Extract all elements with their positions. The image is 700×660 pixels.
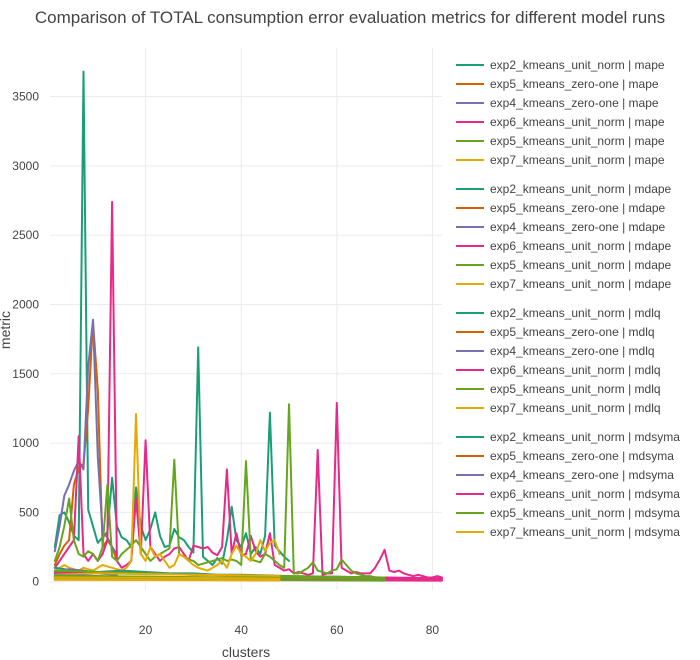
series-line <box>53 403 386 579</box>
legend-entry[interactable]: exp4_kmeans_zero-one | mape <box>490 96 659 110</box>
legend-entry[interactable]: exp5_kmeans_unit_norm | mdape <box>490 258 672 272</box>
series-line <box>53 576 281 580</box>
legend-entry[interactable]: exp5_kmeans_unit_norm | mape <box>490 134 665 148</box>
x-tick-label: 20 <box>139 623 153 637</box>
legend-entry[interactable]: exp4_kmeans_zero-one | mdape <box>490 220 666 234</box>
legend-entry[interactable]: exp4_kmeans_zero-one | mdsyma <box>490 468 674 482</box>
x-tick-label: 80 <box>426 623 440 637</box>
legend-entry[interactable]: exp4_kmeans_zero-one | mdlq <box>490 344 655 358</box>
legend: exp2_kmeans_unit_norm | mape exp5_kmeans_… <box>456 58 680 539</box>
x-tick-label: 40 <box>235 623 249 637</box>
y-tick-label: 1500 <box>12 367 39 381</box>
y-tick-label: 0 <box>32 575 39 589</box>
legend-entry[interactable]: exp5_kmeans_zero-one | mape <box>490 77 659 91</box>
x-axis-title: clusters <box>222 644 270 660</box>
legend-entry[interactable]: exp2_kmeans_unit_norm | mdape <box>490 182 672 196</box>
x-tick-labels: 20 40 60 80 <box>139 623 440 637</box>
legend-entry[interactable]: exp7_kmeans_unit_norm | mape <box>490 153 665 167</box>
legend-entry[interactable]: exp5_kmeans_zero-one | mdape <box>490 201 666 215</box>
series-line <box>53 578 281 582</box>
legend-entry[interactable]: exp5_kmeans_unit_norm | mdlq <box>490 382 661 396</box>
legend-entry[interactable]: exp7_kmeans_unit_norm | mdape <box>490 277 672 291</box>
series-lines <box>53 70 443 582</box>
series-line <box>53 200 443 579</box>
legend-entry[interactable]: exp2_kmeans_unit_norm | mape <box>490 58 665 72</box>
series-line <box>53 413 281 572</box>
legend-entry[interactable]: exp2_kmeans_unit_norm | mdsyma <box>490 430 680 444</box>
y-tick-labels: 0 500 1000 1500 2000 2500 3000 3500 <box>12 90 39 589</box>
y-tick-label: 2500 <box>12 228 39 242</box>
x-tick-label: 60 <box>330 623 344 637</box>
y-tick-label: 3000 <box>12 159 39 173</box>
series-line <box>53 572 281 578</box>
y-axis-title: metric <box>0 311 13 349</box>
legend-entry[interactable]: exp6_kmeans_unit_norm | mape <box>490 115 665 129</box>
y-tick-label: 2000 <box>12 297 39 311</box>
legend-entry[interactable]: exp2_kmeans_unit_norm | mdlq <box>490 306 661 320</box>
legend-entry[interactable]: exp7_kmeans_unit_norm | mdsyma <box>490 525 680 539</box>
chart-title: Comparison of TOTAL consumption error ev… <box>34 8 666 27</box>
legend-entry[interactable]: exp7_kmeans_unit_norm | mdlq <box>490 401 661 415</box>
legend-entry[interactable]: exp5_kmeans_zero-one | mdsyma <box>490 449 674 463</box>
legend-entry[interactable]: exp5_kmeans_unit_norm | mdsyma <box>490 506 680 520</box>
y-tick-label: 500 <box>19 505 39 519</box>
legend-entry[interactable]: exp6_kmeans_unit_norm | mdlq <box>490 363 661 377</box>
legend-entry[interactable]: exp5_kmeans_zero-one | mdlq <box>490 325 655 339</box>
y-tick-label: 1000 <box>12 436 39 450</box>
grid-lines <box>50 48 442 590</box>
legend-entry[interactable]: exp6_kmeans_unit_norm | mdape <box>490 239 672 253</box>
legend-entry[interactable]: exp6_kmeans_unit_norm | mdsyma <box>490 487 680 501</box>
y-tick-label: 3500 <box>12 90 39 104</box>
